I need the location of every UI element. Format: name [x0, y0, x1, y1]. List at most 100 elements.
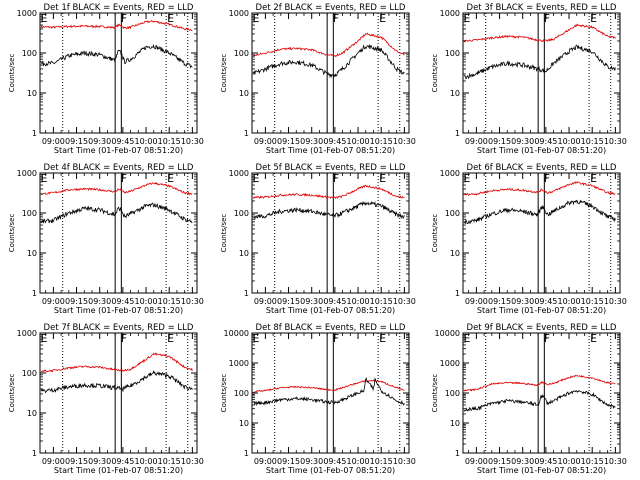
y-tick-label: 10: [450, 419, 460, 428]
plot-frame: [251, 12, 410, 134]
plot-frame: [39, 332, 198, 454]
x-tick-label: 09:00: [42, 137, 65, 146]
lld-rate-line: [252, 379, 405, 393]
plot-frame: [251, 172, 410, 294]
y-tick-label: 1: [32, 289, 37, 298]
y-tick-label: 100: [445, 49, 460, 58]
y-tick-label: 100: [445, 209, 460, 218]
detector-panel: Det 2f BLACK = Events, RED = LLD 1 10 100 10…: [220, 3, 416, 155]
time-marker-label: E: [40, 332, 47, 345]
y-axis-label: Counts/sec: [431, 214, 439, 253]
plot-frame: [462, 332, 621, 454]
x-tick-label: 09:15: [65, 137, 88, 146]
x-tick-label: 09:30: [300, 297, 323, 306]
lld-rate-line: [252, 32, 405, 58]
y-tick-label: 1000: [229, 9, 249, 18]
events-rate-line: [40, 370, 193, 394]
y-tick-label: 1: [455, 449, 460, 458]
x-tick-label: 09:45: [534, 457, 557, 466]
panel-title: Det 8f BLACK = Events, RED = LLD: [256, 323, 406, 333]
y-axis-label: Counts/sec: [8, 214, 16, 253]
panel-title: Det 2f BLACK = Events, RED = LLD: [256, 3, 406, 13]
x-tick-label: 10:00: [135, 297, 158, 306]
lld-rate-line: [41, 181, 193, 196]
events-rate-line: [252, 200, 405, 221]
y-tick-label: 100: [234, 209, 249, 218]
x-tick-label: 09:30: [88, 457, 111, 466]
y-tick-label: 1: [32, 129, 37, 138]
time-marker-label: F: [121, 332, 127, 345]
x-axis-label: Start Time (01-Feb-07 08:51:20): [54, 146, 183, 155]
time-marker-label: E: [252, 172, 259, 185]
time-marker-label: E: [463, 12, 470, 25]
y-tick-label: 1: [455, 289, 460, 298]
x-tick-label: 10:00: [135, 457, 158, 466]
time-marker-label: F: [333, 12, 339, 25]
y-tick-label: 1000: [229, 359, 249, 368]
time-marker-label: E: [463, 172, 470, 185]
x-axis-label: Start Time (01-Feb-07 08:51:20): [266, 146, 395, 155]
x-tick-label: 10:15: [370, 137, 393, 146]
x-tick-label: 09:00: [465, 457, 488, 466]
y-tick-label: 1000: [440, 169, 460, 178]
x-tick-label: 10:00: [558, 137, 581, 146]
x-tick-label: 09:15: [488, 297, 511, 306]
time-marker-label: F: [544, 332, 550, 345]
x-tick-label: 09:30: [511, 457, 534, 466]
x-axis-label: Start Time (01-Feb-07 08:51:20): [477, 146, 606, 155]
lld-rate-line: [463, 374, 616, 392]
x-tick-label: 09:15: [277, 457, 300, 466]
x-tick-label: 10:00: [558, 457, 581, 466]
y-tick-label: 100: [234, 49, 249, 58]
x-tick-label: 09:45: [323, 297, 346, 306]
y-tick-label: 1000: [17, 329, 37, 338]
x-tick-label: 09:45: [534, 137, 557, 146]
y-axis-label: Counts/sec: [431, 54, 439, 93]
panel-title: Det 5f BLACK = Events, RED = LLD: [256, 163, 406, 173]
x-tick-label: 09:15: [277, 297, 300, 306]
x-tick-label: 09:30: [511, 137, 534, 146]
detector-panel: Det 8f BLACK = Events, RED = LLD 1 10 100 10…: [220, 323, 416, 475]
x-tick-label: 09:30: [300, 137, 323, 146]
y-tick-label: 1: [455, 129, 460, 138]
time-marker-label: F: [544, 172, 550, 185]
y-tick-label: 1000: [440, 9, 460, 18]
panel-title: Det 4f BLACK = Events, RED = LLD: [44, 163, 194, 173]
detector-panel: Det 5f BLACK = Events, RED = LLD 1 10 100 10…: [220, 163, 416, 315]
detector-panel: Det 3f BLACK = Events, RED = LLD 1 10 100 10…: [431, 3, 627, 155]
x-tick-label: 10:15: [158, 297, 181, 306]
time-marker-label: E: [379, 172, 386, 185]
time-marker-label: E: [167, 332, 174, 345]
y-tick-label: 10: [27, 249, 37, 258]
x-tick-label: 09:15: [277, 137, 300, 146]
events-rate-line: [463, 199, 616, 224]
lld-rate-line: [463, 180, 616, 196]
time-marker-label: E: [379, 332, 386, 345]
time-marker-label: E: [463, 332, 470, 345]
x-tick-label: 10:00: [347, 137, 370, 146]
detector-panel: Det 7f BLACK = Events, RED = LLD 1 10 100 10…: [8, 323, 204, 475]
x-tick-label: 09:00: [254, 457, 277, 466]
time-marker-label: F: [333, 172, 339, 185]
x-tick-label: 09:15: [65, 457, 88, 466]
x-axis-label: Start Time (01-Feb-07 08:51:20): [477, 306, 606, 315]
x-tick-label: 09:15: [488, 137, 511, 146]
panel-title: Det 1f BLACK = Events, RED = LLD: [44, 3, 194, 13]
time-marker-label: F: [121, 12, 127, 25]
events-rate-line: [463, 44, 616, 80]
y-tick-label: 100: [234, 389, 249, 398]
y-axis-label: Counts/sec: [220, 374, 228, 413]
x-tick-label: 09:00: [254, 137, 277, 146]
panel-title: Det 6f BLACK = Events, RED = LLD: [467, 163, 617, 173]
y-tick-label: 100: [445, 389, 460, 398]
panel-title: Det 7f BLACK = Events, RED = LLD: [44, 323, 194, 333]
events-rate-line: [40, 43, 193, 69]
panel-title: Det 9f BLACK = Events, RED = LLD: [467, 323, 617, 333]
y-tick-label: 1: [244, 449, 249, 458]
y-tick-label: 100: [22, 209, 37, 218]
x-tick-label: 10:30: [604, 297, 627, 306]
plot-frame: [462, 12, 621, 134]
y-axis-label: Counts/sec: [220, 54, 228, 93]
detector-panel: Det 6f BLACK = Events, RED = LLD 1 10 100 10…: [431, 163, 627, 315]
